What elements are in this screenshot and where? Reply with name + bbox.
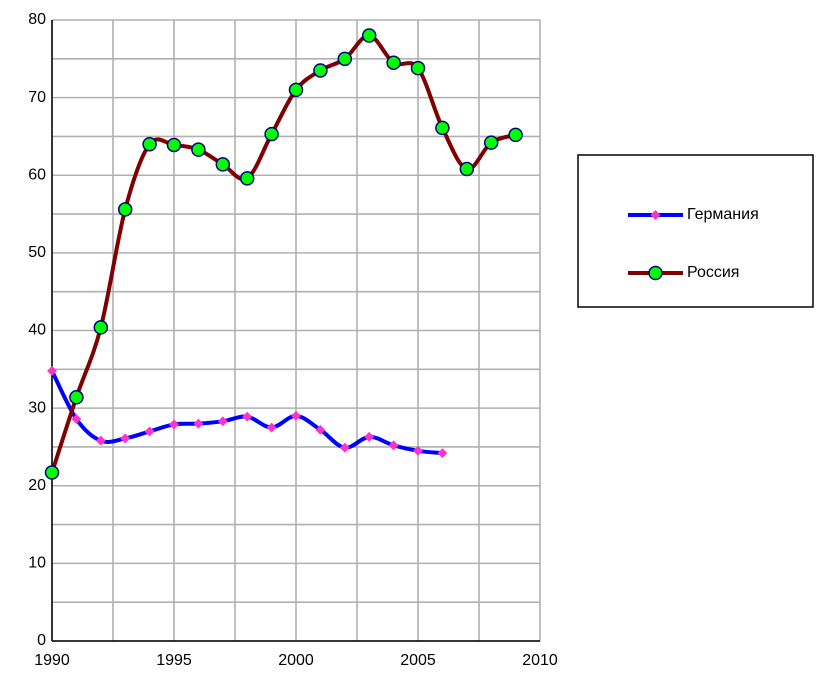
marker <box>388 440 399 451</box>
marker <box>288 82 304 98</box>
marker <box>266 422 277 433</box>
legend-marker <box>648 265 663 281</box>
y-tick-label: 70 <box>28 89 46 106</box>
marker <box>386 55 401 70</box>
marker <box>166 137 182 153</box>
marker <box>142 136 157 152</box>
marker <box>120 433 131 444</box>
marker <box>291 410 301 421</box>
marker <box>361 28 377 43</box>
marker <box>315 424 326 435</box>
marker <box>217 416 228 427</box>
marker <box>191 142 206 157</box>
x-tick-label: 2005 <box>400 652 436 669</box>
y-tick-label: 20 <box>28 477 46 494</box>
x-tick-label: 1995 <box>156 652 192 669</box>
marker <box>413 445 423 456</box>
y-tick-label: 30 <box>28 399 46 416</box>
marker <box>264 126 279 142</box>
marker <box>337 51 353 67</box>
marker <box>239 171 255 186</box>
marker <box>215 157 231 172</box>
y-tick-label: 60 <box>28 166 46 183</box>
marker <box>313 63 328 78</box>
marker <box>69 390 84 405</box>
marker <box>117 202 133 217</box>
marker <box>339 442 350 453</box>
marker <box>410 60 426 76</box>
legend-marker <box>650 210 661 220</box>
marker <box>459 161 475 177</box>
x-tick-label: 1990 <box>34 652 70 669</box>
legend-box <box>577 154 814 308</box>
marker <box>483 135 499 150</box>
marker <box>364 431 375 442</box>
y-tick-label: 10 <box>28 555 46 572</box>
marker <box>44 465 60 480</box>
x-tick-label: 2010 <box>522 652 558 669</box>
marker <box>169 419 179 430</box>
y-tick-label: 40 <box>28 322 46 339</box>
x-tick-label: 2000 <box>278 652 314 669</box>
marker <box>508 127 523 143</box>
marker <box>242 411 253 422</box>
legend-label: Россия <box>687 264 739 281</box>
legend-label: Германия <box>687 206 759 223</box>
y-tick-label: 80 <box>28 11 46 28</box>
marker <box>435 120 450 136</box>
y-tick-label: 50 <box>28 244 46 261</box>
marker <box>93 320 109 335</box>
marker <box>437 448 448 459</box>
series-line <box>50 33 517 474</box>
marker <box>193 418 204 429</box>
y-tick-label: 0 <box>37 632 46 649</box>
marker <box>144 426 155 437</box>
